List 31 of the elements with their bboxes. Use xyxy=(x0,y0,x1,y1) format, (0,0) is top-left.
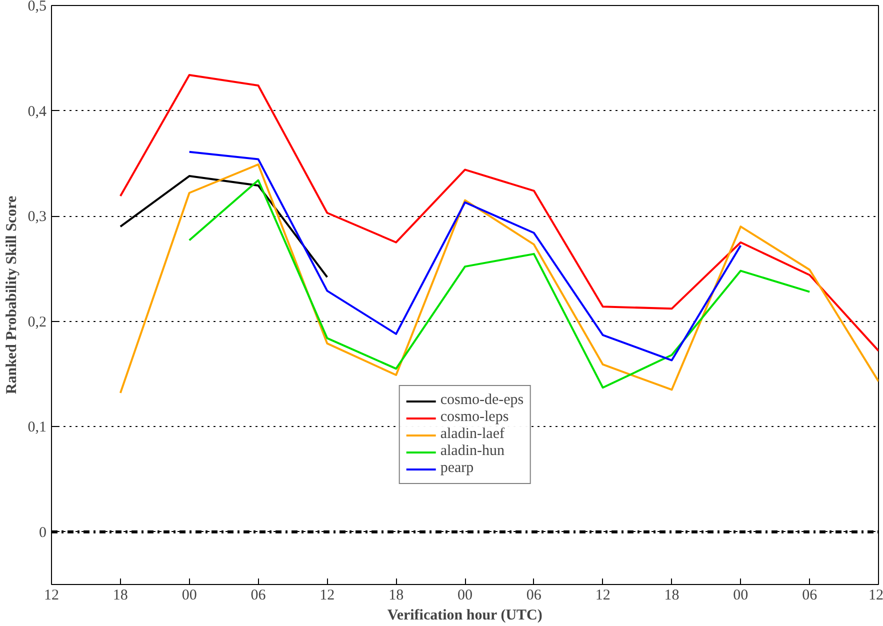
line-series xyxy=(188,179,811,389)
y-tick-label: 0,3 xyxy=(28,209,46,226)
x-tick-label: 12 xyxy=(320,588,335,604)
y-tick-label: 0 xyxy=(39,524,46,541)
x-tick-label: 00 xyxy=(182,588,197,604)
y-tick-label: 0,1 xyxy=(28,420,46,436)
x-tick-label: 18 xyxy=(388,588,404,604)
x-axis-title: Verification hour (UTC) xyxy=(387,608,542,624)
legend-label: aladin-hun xyxy=(440,443,504,460)
legend-label: aladin-laef xyxy=(440,426,504,443)
legend-label: cosmo-leps xyxy=(440,409,509,426)
line-series xyxy=(188,150,742,362)
x-tick-label: 18 xyxy=(664,588,680,604)
y-tick-label: 0,2 xyxy=(28,314,46,330)
x-tick-label: 18 xyxy=(112,588,128,604)
line-series xyxy=(119,175,328,278)
legend-label: pearp xyxy=(440,460,474,477)
x-tick-label: 06 xyxy=(250,588,266,604)
line-series xyxy=(119,163,878,394)
x-tick-label: 12 xyxy=(868,588,883,604)
y-tick-label: 0,5 xyxy=(28,0,46,14)
x-tick-label: 06 xyxy=(526,588,542,604)
x-tick-label: 06 xyxy=(802,588,818,604)
y-tick-label: 0,4 xyxy=(28,104,47,120)
x-tick-label: 00 xyxy=(733,588,748,604)
y-axis-title: Ranked Probability Skill Score xyxy=(4,196,20,394)
x-tick-label: 00 xyxy=(458,588,472,604)
legend-label: cosmo-de-eps xyxy=(440,392,524,409)
x-tick-label: 12 xyxy=(595,588,610,604)
line-series xyxy=(119,74,878,352)
x-tick-label: 12 xyxy=(44,588,59,604)
